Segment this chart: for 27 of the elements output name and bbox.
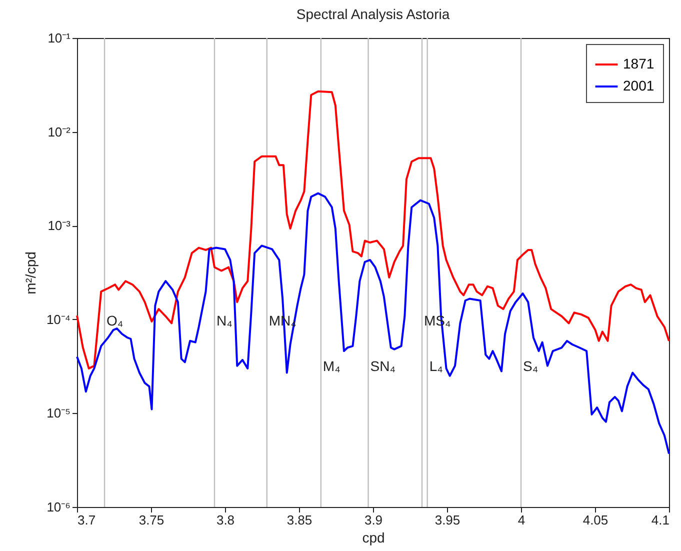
y-tick-label: 10⁻⁵ (46, 406, 70, 421)
annotation: M₄ (322, 358, 341, 374)
y-tick-label: 10⁻³ (48, 218, 72, 234)
legend-label: 1871 (623, 56, 654, 72)
x-tick-label: 3.7 (78, 512, 96, 528)
y-tick-label: 10⁻⁴ (46, 312, 70, 327)
x-tick-label: 3.75 (138, 512, 164, 528)
y-axis-title: m²/cpd (22, 252, 38, 294)
y-tick-label: 10⁻¹ (48, 30, 72, 46)
x-tick-label: 3.9 (364, 512, 383, 528)
y-tick-label: 10⁻⁶ (46, 500, 70, 514)
line-series (76, 192, 670, 455)
x-tick-label: 3.95 (434, 512, 460, 528)
x-tick-label: 3.85 (286, 512, 312, 528)
x-axis-title: cpd (362, 530, 385, 546)
annotation: O₄ (106, 312, 124, 328)
annotation: SN₄ (370, 358, 396, 374)
annotation: L₄ (429, 358, 444, 374)
x-tick-label: 4.05 (582, 512, 608, 528)
y-tick-label: 10⁻² (48, 124, 72, 140)
chart-title: Spectral Analysis Astoria (296, 6, 450, 22)
x-tick-label: 3.8 (216, 512, 235, 528)
annotation: S₄ (523, 358, 538, 374)
x-tick-label: 4 (518, 512, 526, 528)
legend-label: 2001 (623, 78, 654, 94)
x-tick-label: 4.1 (651, 512, 670, 528)
annotation: N₄ (216, 312, 233, 328)
